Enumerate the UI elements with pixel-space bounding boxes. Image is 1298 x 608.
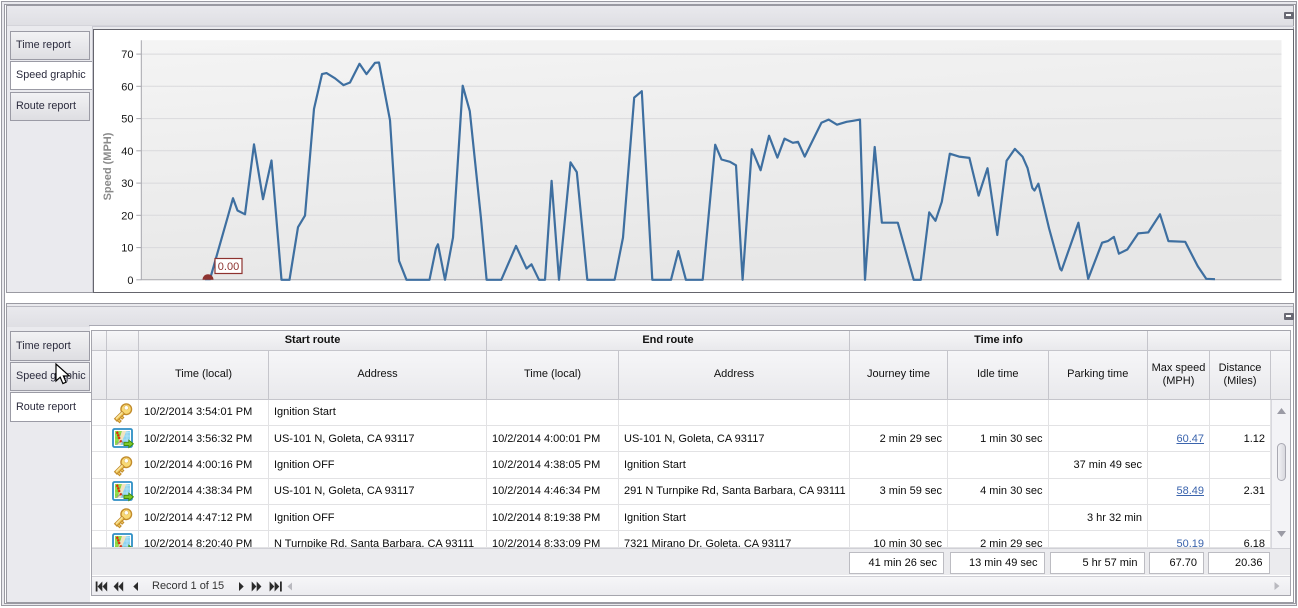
svg-text:0.00: 0.00 [218,261,239,273]
svg-text:30: 30 [121,178,133,190]
svg-text:40: 40 [121,145,133,157]
svg-text:Speed (MPH): Speed (MPH) [102,132,114,200]
svg-text:10: 10 [121,242,133,254]
svg-text:50: 50 [121,113,133,125]
svg-text:70: 70 [121,49,133,61]
svg-text:0: 0 [127,274,133,286]
svg-text:20: 20 [121,210,133,222]
svg-text:60: 60 [121,81,133,93]
